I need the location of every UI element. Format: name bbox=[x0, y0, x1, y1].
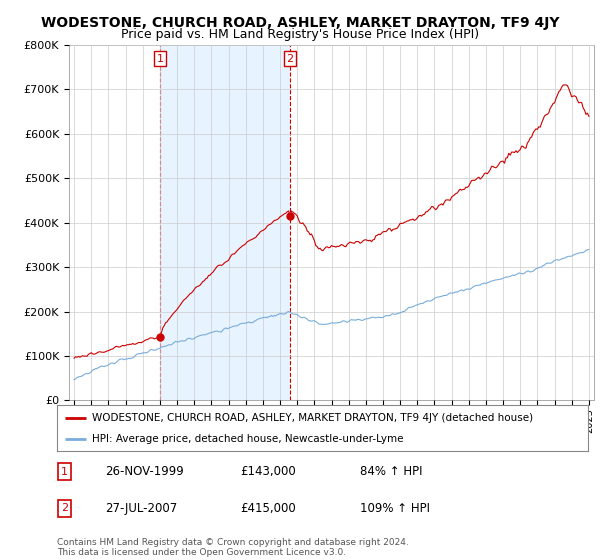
Text: 2: 2 bbox=[61, 503, 68, 514]
Text: £143,000: £143,000 bbox=[240, 465, 296, 478]
Text: WODESTONE, CHURCH ROAD, ASHLEY, MARKET DRAYTON, TF9 4JY: WODESTONE, CHURCH ROAD, ASHLEY, MARKET D… bbox=[41, 16, 559, 30]
Text: 109% ↑ HPI: 109% ↑ HPI bbox=[360, 502, 430, 515]
Text: 27-JUL-2007: 27-JUL-2007 bbox=[105, 502, 177, 515]
Text: WODESTONE, CHURCH ROAD, ASHLEY, MARKET DRAYTON, TF9 4JY (detached house): WODESTONE, CHURCH ROAD, ASHLEY, MARKET D… bbox=[92, 413, 533, 423]
Text: Price paid vs. HM Land Registry's House Price Index (HPI): Price paid vs. HM Land Registry's House … bbox=[121, 28, 479, 41]
Text: 1: 1 bbox=[157, 54, 163, 64]
Bar bbox=[160, 45, 290, 400]
Text: HPI: Average price, detached house, Newcastle-under-Lyme: HPI: Average price, detached house, Newc… bbox=[92, 435, 403, 444]
Text: 26-NOV-1999: 26-NOV-1999 bbox=[105, 465, 184, 478]
Text: 2: 2 bbox=[286, 54, 293, 64]
Text: 84% ↑ HPI: 84% ↑ HPI bbox=[360, 465, 422, 478]
Text: Contains HM Land Registry data © Crown copyright and database right 2024.
This d: Contains HM Land Registry data © Crown c… bbox=[57, 538, 409, 557]
Text: 1: 1 bbox=[61, 466, 68, 477]
Text: £415,000: £415,000 bbox=[240, 502, 296, 515]
